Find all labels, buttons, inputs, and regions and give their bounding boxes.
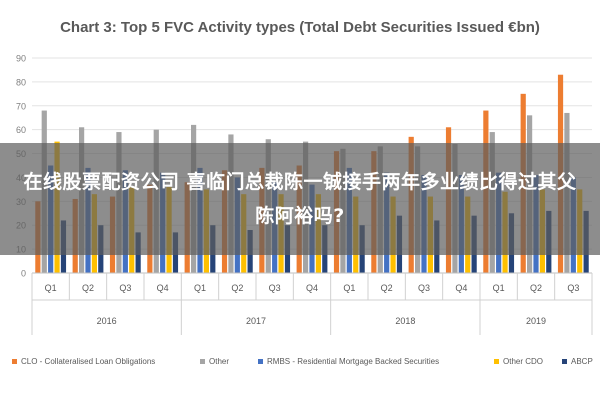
y-tick-label: 60 (16, 125, 26, 135)
x-tick-label: Q4 (455, 283, 467, 293)
legend-swatch (494, 359, 499, 364)
x-tick-label: Q1 (493, 283, 505, 293)
x-tick-label: Q3 (567, 283, 579, 293)
legend-label: CLO - Collateralised Loan Obligations (21, 357, 155, 366)
legend-label: Other CDO (503, 357, 543, 366)
legend: CLO - Collateralised Loan Obligations Oth… (12, 357, 593, 366)
year-label: 2016 (97, 316, 117, 326)
year-label: 2019 (526, 316, 546, 326)
x-tick-label: Q3 (269, 283, 281, 293)
y-tick-label: 80 (16, 77, 26, 87)
legend-label: ABCP (571, 357, 593, 366)
x-tick-label: Q2 (381, 283, 393, 293)
headline-banner: 在线股票配资公司 喜临门总裁陈一铖接手两年多业绩比得过其父陈阿裕吗? (0, 143, 600, 255)
x-tick-label: Q4 (157, 283, 169, 293)
legend-swatch (258, 359, 263, 364)
legend-label: RMBS - Residential Mortgage Backed Secur… (267, 357, 439, 366)
year-label: 2017 (246, 316, 266, 326)
x-tick-label: Q1 (45, 283, 57, 293)
chart-title: Chart 3: Top 5 FVC Activity types (Total… (60, 19, 540, 36)
y-tick-label: 0 (21, 269, 26, 279)
y-tick-label: 90 (16, 54, 26, 64)
headline-text: 在线股票配资公司 喜临门总裁陈一铖接手两年多业绩比得过其父陈阿裕吗? (23, 171, 577, 227)
legend-swatch (12, 359, 17, 364)
x-tick-label: Q2 (82, 283, 94, 293)
x-tick-label: Q2 (530, 283, 542, 293)
legend-swatch (562, 359, 567, 364)
x-tick-label: Q4 (306, 283, 318, 293)
x-tick-label: Q2 (231, 283, 243, 293)
x-axis: Q1 Q2 Q3 Q4 Q1 Q2 Q3 Q4 Q1 Q2 Q3 Q4 Q1 Q2 Q3 2016 2017 20… (31, 272, 593, 335)
x-tick-label: Q3 (418, 283, 430, 293)
x-tick-label: Q1 (194, 283, 206, 293)
legend-label: Other (209, 357, 229, 366)
y-tick-label: 70 (16, 101, 26, 111)
x-tick-label: Q3 (119, 283, 131, 293)
x-tick-label: Q1 (343, 283, 355, 293)
year-label: 2018 (395, 316, 415, 326)
legend-swatch (200, 359, 205, 364)
